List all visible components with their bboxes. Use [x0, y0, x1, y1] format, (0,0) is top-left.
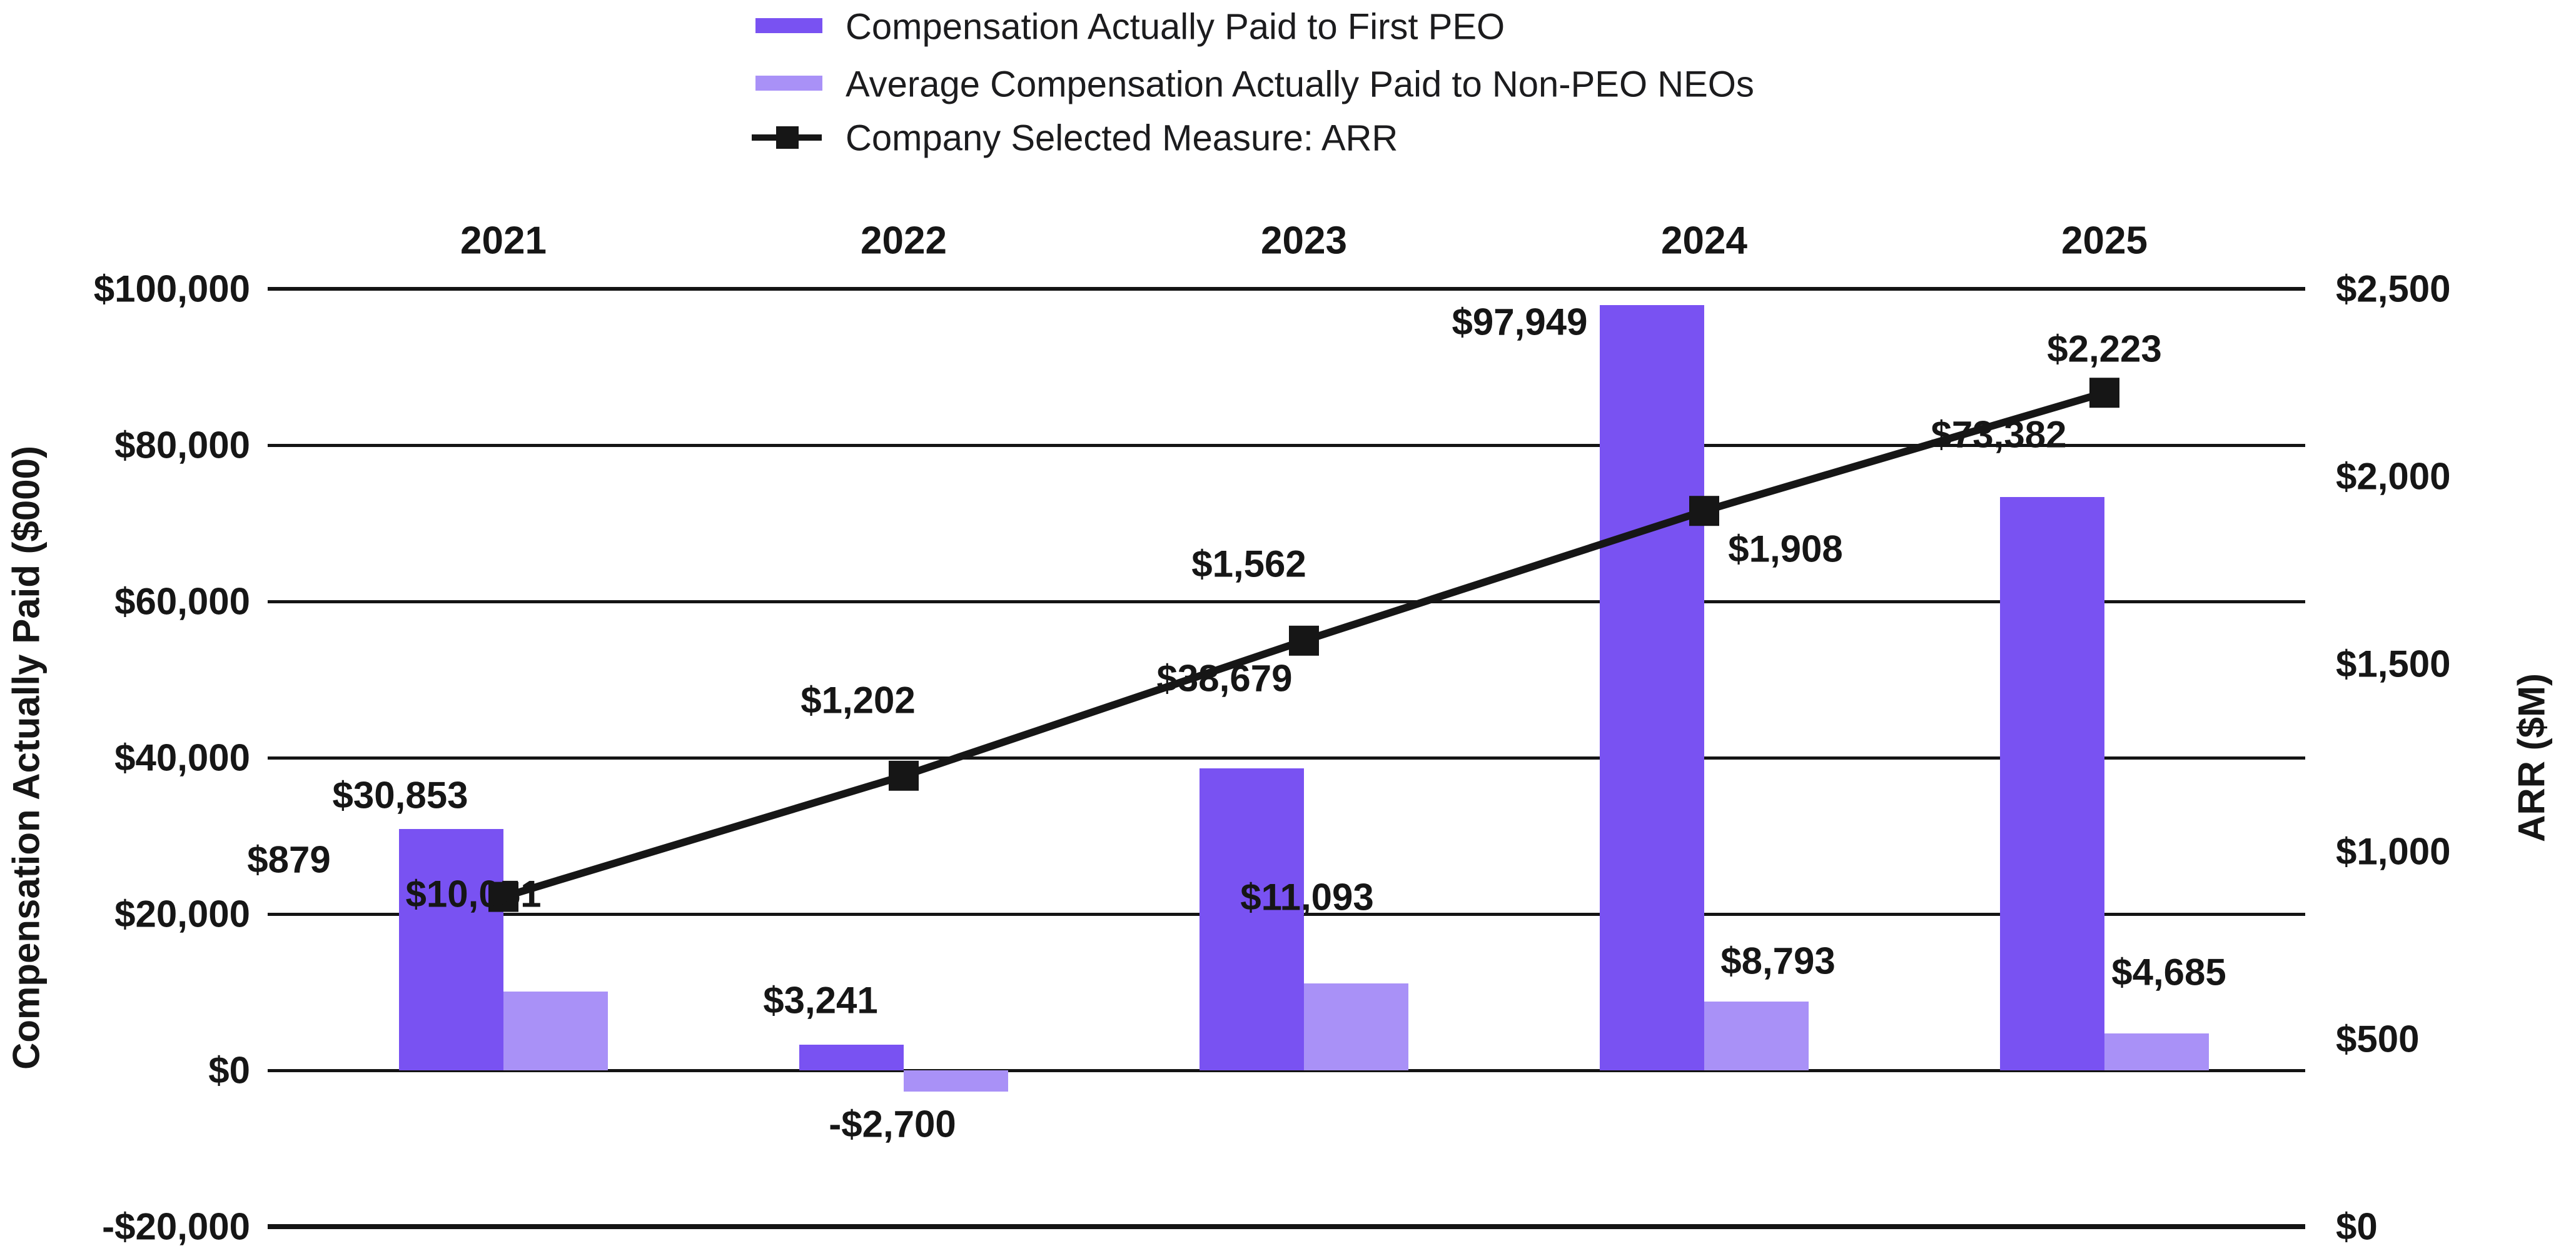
- bar-non-peo: [2104, 1033, 2209, 1070]
- bar-value-label: $3,241: [763, 979, 878, 1022]
- left-axis-tick-label: $0: [208, 1049, 250, 1092]
- non-peo-bar-swatch-icon: [755, 76, 822, 91]
- bar-value-label: $38,679: [1156, 657, 1293, 700]
- bar-non-peo: [1704, 1002, 1809, 1070]
- arr-value-label: $2,223: [2047, 328, 2162, 370]
- legend-item-label: Average Compensation Actually Paid to No…: [846, 64, 1754, 105]
- bar-peo: [1200, 768, 1304, 1070]
- arr-value-label: $879: [247, 838, 331, 881]
- arr-value-label: $1,202: [801, 679, 916, 721]
- arr-square-marker-icon: [1689, 496, 1719, 526]
- square-marker-icon: [776, 126, 799, 149]
- x-axis-year-label: 2024: [1661, 219, 1747, 263]
- left-axis-tick-label: $20,000: [114, 893, 250, 935]
- gridline: [268, 756, 2305, 760]
- arr-value-label: $1,562: [1191, 543, 1306, 585]
- arr-square-marker-icon: [889, 760, 919, 791]
- gridline: [268, 443, 2305, 447]
- left-axis-tick-label: $100,000: [93, 268, 250, 310]
- bar-value-label: -$2,700: [829, 1103, 956, 1145]
- gridline: [268, 600, 2305, 603]
- bar-value-label: $97,949: [1452, 301, 1588, 343]
- bar-value-label: $30,853: [332, 774, 468, 816]
- arr-square-marker-icon: [2089, 378, 2119, 408]
- bar-peo: [1600, 304, 1704, 1070]
- bar-non-peo: [904, 1070, 1008, 1092]
- bar-value-label: $11,093: [1240, 876, 1374, 918]
- bar-peo: [2000, 496, 2104, 1070]
- right-y-axis-title: ARR ($M): [2510, 673, 2553, 842]
- arr-value-label: $1,908: [1728, 528, 1843, 570]
- left-axis-tick-label: $60,000: [114, 580, 250, 623]
- bar-peo: [799, 1045, 904, 1070]
- bar-value-label: $8,793: [1720, 940, 1836, 982]
- peo-bar-swatch-icon: [755, 18, 822, 33]
- right-axis-tick-label: $1,000: [2336, 830, 2451, 873]
- x-axis-year-label: 2023: [1261, 219, 1347, 263]
- x-axis-year-label: 2022: [861, 219, 947, 263]
- right-axis-tick-label: $0: [2336, 1205, 2378, 1248]
- gridline: [268, 287, 2305, 291]
- bar-non-peo: [503, 992, 608, 1070]
- x-axis-year-label: 2025: [2061, 219, 2148, 263]
- right-axis-tick-label: $2,500: [2336, 268, 2451, 310]
- bar-value-label: $4,685: [2111, 951, 2226, 993]
- gridline: [268, 1224, 2305, 1229]
- bar-peo: [399, 829, 503, 1070]
- left-axis-tick-label: $40,000: [114, 736, 250, 779]
- x-axis-year-label: 2021: [460, 219, 547, 263]
- gridline: [268, 1068, 2305, 1072]
- arr-square-marker-icon: [488, 882, 518, 912]
- right-axis-tick-label: $2,000: [2336, 455, 2451, 498]
- left-axis-tick-label: $80,000: [114, 424, 250, 466]
- bar-value-label: $10,051: [405, 873, 542, 915]
- bar-value-label: $73,382: [1931, 413, 2067, 456]
- right-axis-tick-label: $500: [2336, 1018, 2420, 1060]
- right-axis-tick-label: $1,500: [2336, 643, 2451, 685]
- left-axis-tick-label: -$20,000: [102, 1205, 250, 1248]
- arr-square-marker-icon: [1289, 625, 1319, 656]
- arr-line-layer: [488, 378, 2119, 912]
- legend-item-label: Compensation Actually Paid to First PEO: [846, 6, 1505, 48]
- legend-item-label: Company Selected Measure: ARR: [846, 118, 1398, 159]
- bar-non-peo: [1304, 983, 1408, 1070]
